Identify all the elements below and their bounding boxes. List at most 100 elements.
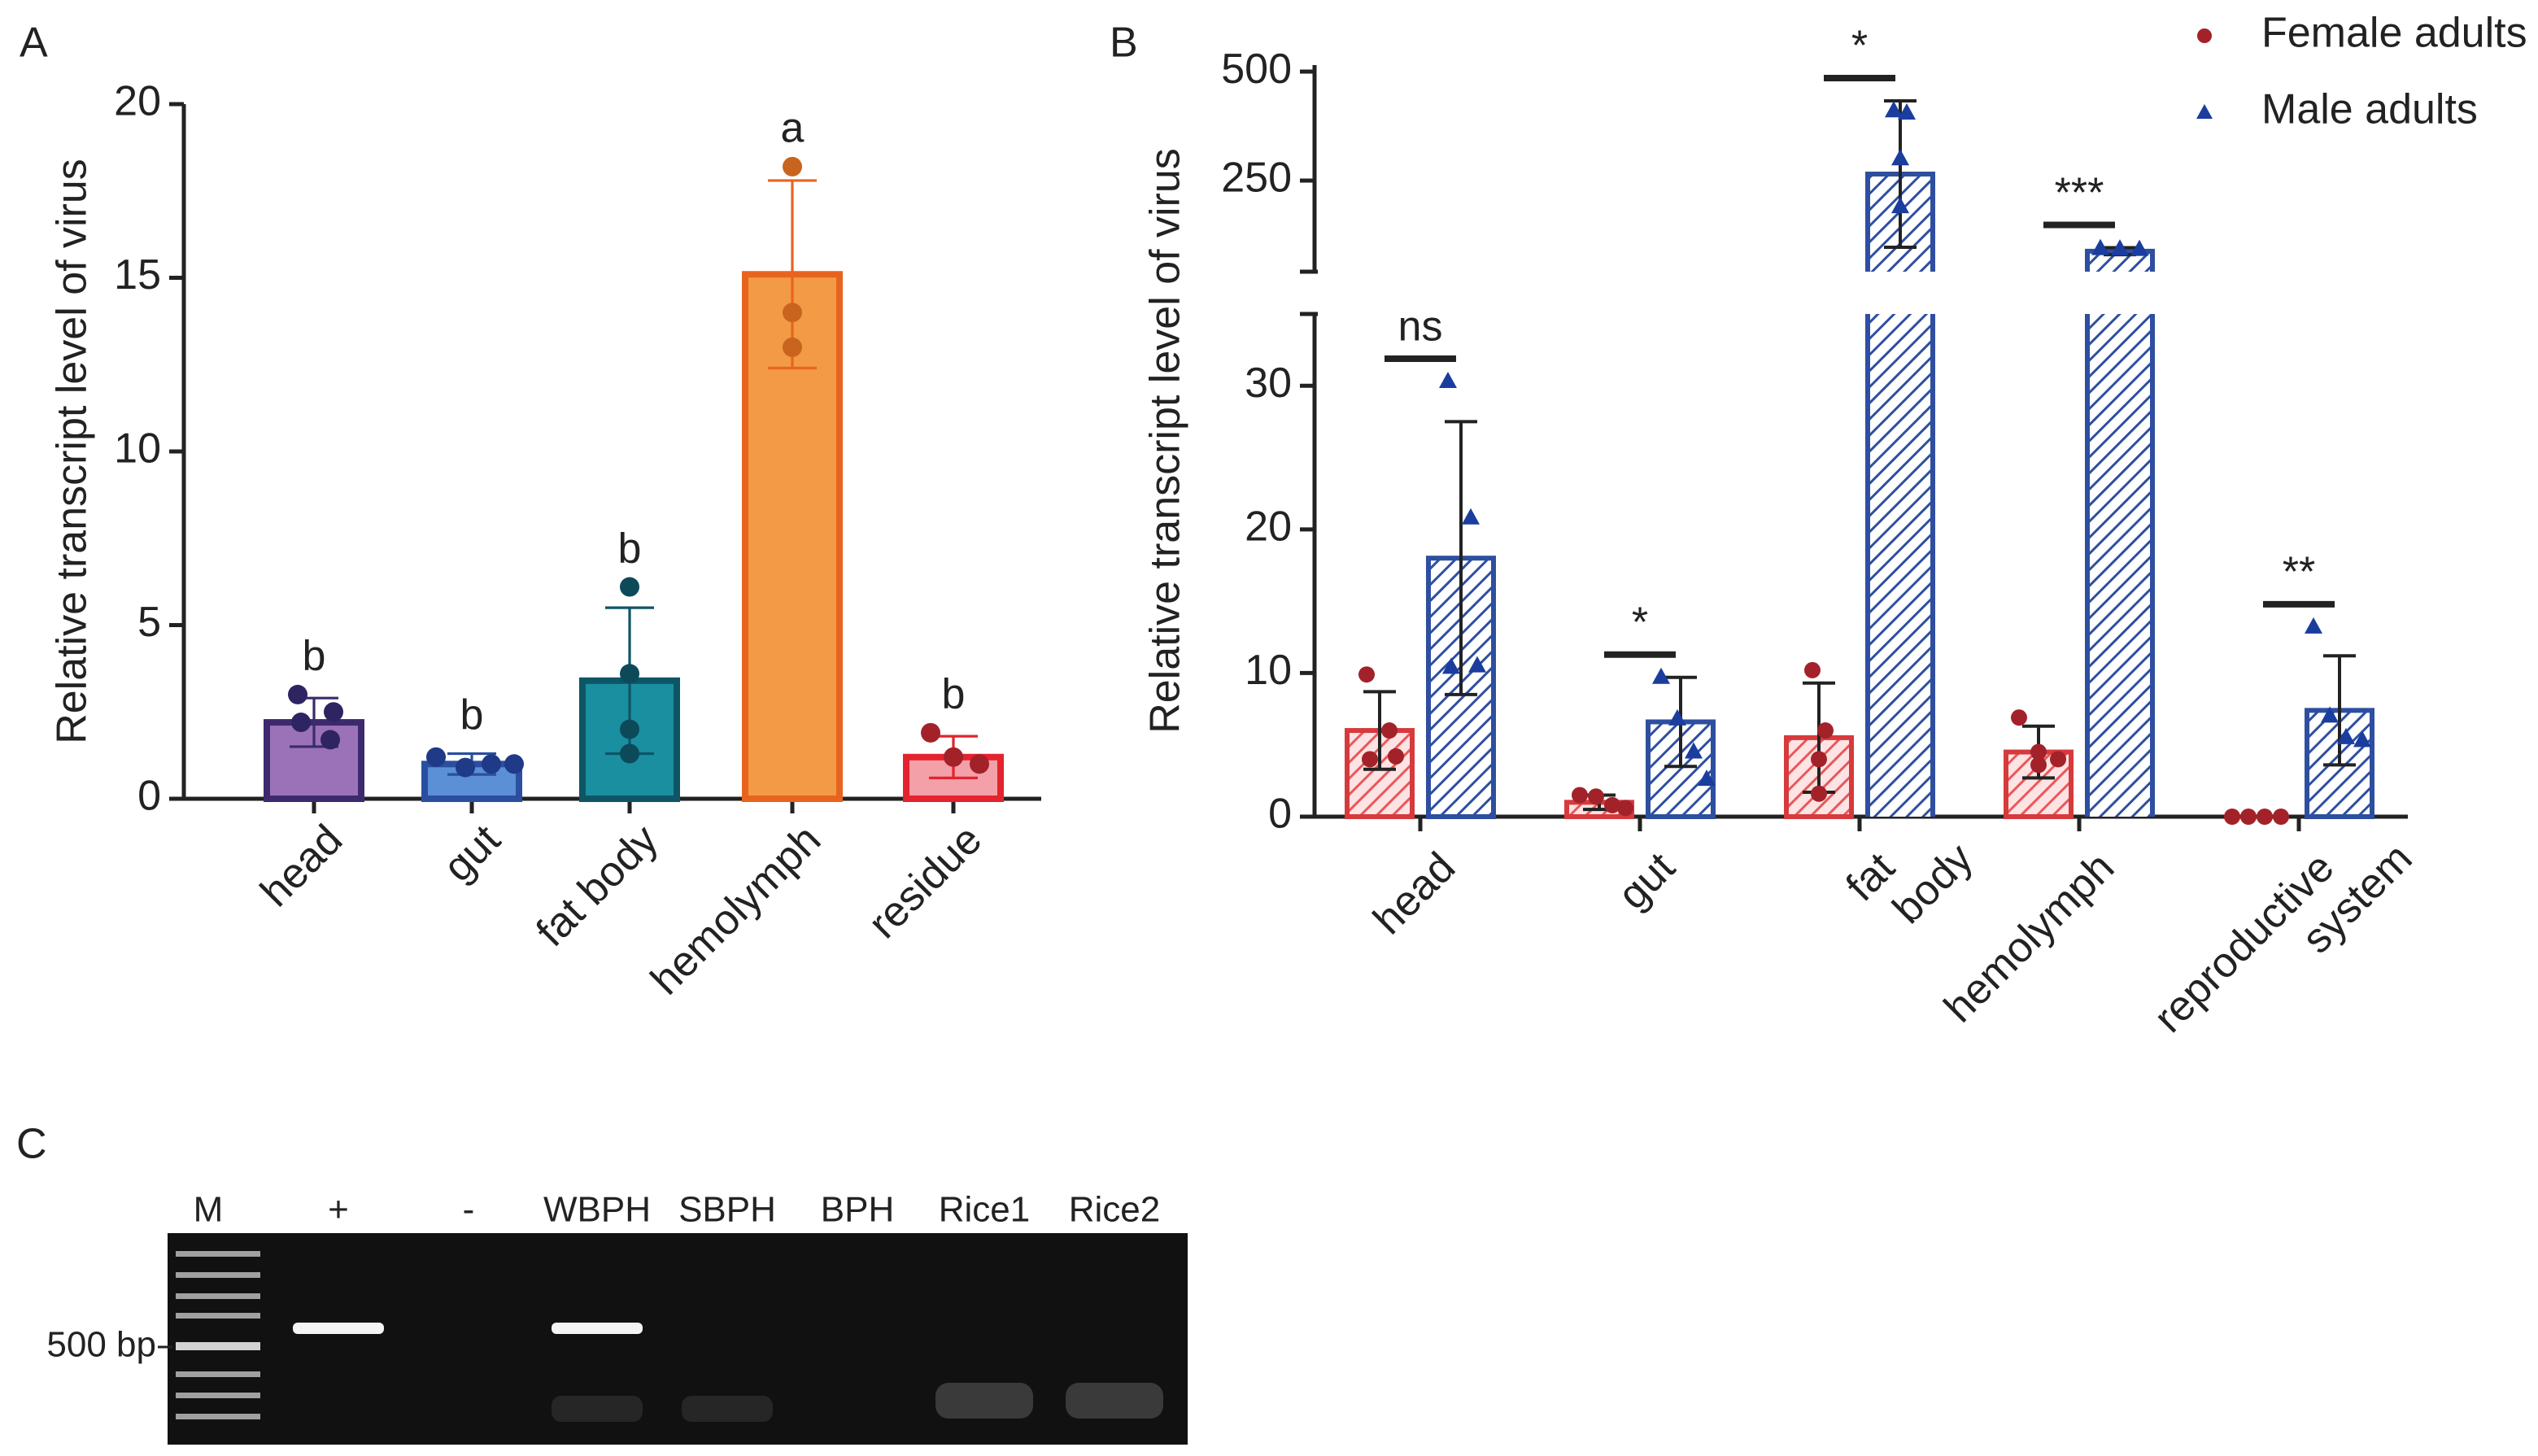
ladder-band — [176, 1393, 260, 1398]
ladder-band — [176, 1293, 260, 1299]
data-point — [2050, 751, 2066, 768]
data-point — [324, 702, 343, 722]
data-point — [2130, 239, 2148, 256]
x-tick-label: head — [1364, 844, 1464, 944]
bar — [1865, 171, 1935, 817]
lane-label: WBPH — [543, 1190, 651, 1230]
annotation: b — [460, 691, 484, 739]
data-point — [2030, 743, 2047, 761]
ladder-band — [176, 1272, 260, 1278]
y-tick-label: 20 — [1245, 503, 1292, 551]
legend-marker — [2196, 104, 2213, 119]
legend-marker — [2197, 28, 2212, 43]
y-axis-label: Relative transcript level of virus — [1142, 148, 1189, 734]
lane-label: - — [463, 1190, 475, 1230]
data-point — [1617, 800, 1633, 817]
data-point — [2337, 727, 2355, 744]
ladder-band — [176, 1251, 260, 1257]
panel-label: A — [20, 20, 48, 67]
data-point — [620, 743, 639, 764]
data-point — [288, 684, 307, 704]
gel-image — [168, 1233, 1188, 1445]
pcr-band — [293, 1323, 384, 1334]
legend-label: Male adults — [2261, 86, 2478, 133]
data-point — [2257, 809, 2273, 825]
y-axis-label: Relative transcript level of virus — [49, 159, 96, 744]
lane-label: M — [194, 1190, 224, 1230]
data-point — [1804, 661, 1821, 678]
data-point — [1358, 666, 1375, 683]
bar — [2085, 248, 2155, 817]
data-point — [2305, 617, 2322, 634]
annotation: b — [303, 633, 326, 680]
y-tick-label: 250 — [1221, 155, 1292, 202]
lane-label: Rice2 — [1069, 1190, 1161, 1230]
data-point — [783, 337, 802, 357]
data-point — [504, 754, 524, 774]
data-point — [620, 719, 639, 739]
lane-label: BPH — [821, 1190, 894, 1230]
y-tick-label: 5 — [137, 599, 161, 646]
pcr-band — [552, 1323, 643, 1334]
x-tick-label: fat body — [527, 816, 667, 956]
data-point — [2273, 809, 2289, 825]
lane-label: Rice1 — [939, 1190, 1031, 1230]
significance-label: * — [1851, 23, 1868, 70]
data-point — [1588, 788, 1604, 805]
data-point — [1891, 149, 1909, 166]
x-tick-label: hemolymph — [642, 816, 830, 1004]
data-point — [944, 747, 963, 767]
primer-smear — [1066, 1383, 1163, 1419]
data-point — [1388, 748, 1404, 765]
data-point — [1698, 769, 1716, 787]
x-tick-label: residue — [860, 816, 992, 948]
y-tick-label: 30 — [1245, 360, 1292, 407]
x-tick-label: gut — [1609, 844, 1685, 919]
data-point — [2091, 238, 2109, 255]
y-tick-label: 0 — [1268, 791, 1292, 838]
data-point — [1652, 667, 1670, 684]
data-point — [2321, 706, 2339, 723]
lane-label: + — [328, 1190, 349, 1230]
data-point — [1885, 101, 1903, 118]
primer-smear — [552, 1396, 643, 1422]
y-tick-label: 15 — [114, 251, 161, 299]
significance-label: ** — [2283, 549, 2315, 596]
data-point — [1604, 796, 1620, 813]
data-point — [1668, 708, 1686, 726]
data-point — [2111, 239, 2129, 256]
x-tick-label: reproductivesystem — [2145, 800, 2422, 1076]
primer-smear — [682, 1396, 773, 1422]
data-point — [291, 713, 311, 733]
data-point — [456, 757, 475, 778]
data-point — [783, 303, 802, 323]
annotation: a — [781, 105, 805, 152]
data-point — [1811, 751, 1827, 768]
data-point — [1468, 656, 1486, 673]
significance-label: *** — [2055, 169, 2104, 216]
y-tick-label: 10 — [1245, 647, 1292, 694]
y-tick-label: 500 — [1221, 46, 1292, 93]
panel-label: C — [16, 1121, 47, 1168]
y-tick-label: 20 — [114, 78, 161, 125]
data-point — [1817, 722, 1834, 739]
y-tick-label: 0 — [137, 773, 161, 820]
data-point — [1572, 787, 1588, 804]
data-point — [2030, 756, 2047, 774]
data-point — [2353, 730, 2371, 748]
data-point — [482, 754, 501, 774]
data-point — [1362, 751, 1378, 768]
significance-label: ns — [1398, 303, 1443, 351]
annotation: b — [942, 671, 966, 718]
data-point — [426, 747, 446, 767]
data-point — [2011, 709, 2027, 726]
panel-label: B — [1110, 20, 1138, 67]
data-point — [1898, 102, 1916, 120]
primer-smear — [935, 1383, 1033, 1419]
data-point — [2240, 809, 2257, 825]
bar — [742, 271, 843, 803]
data-point — [1439, 371, 1457, 388]
bar-lower — [2087, 314, 2152, 817]
significance-label: * — [1632, 599, 1648, 646]
legend-label: Female adults — [2261, 10, 2527, 57]
